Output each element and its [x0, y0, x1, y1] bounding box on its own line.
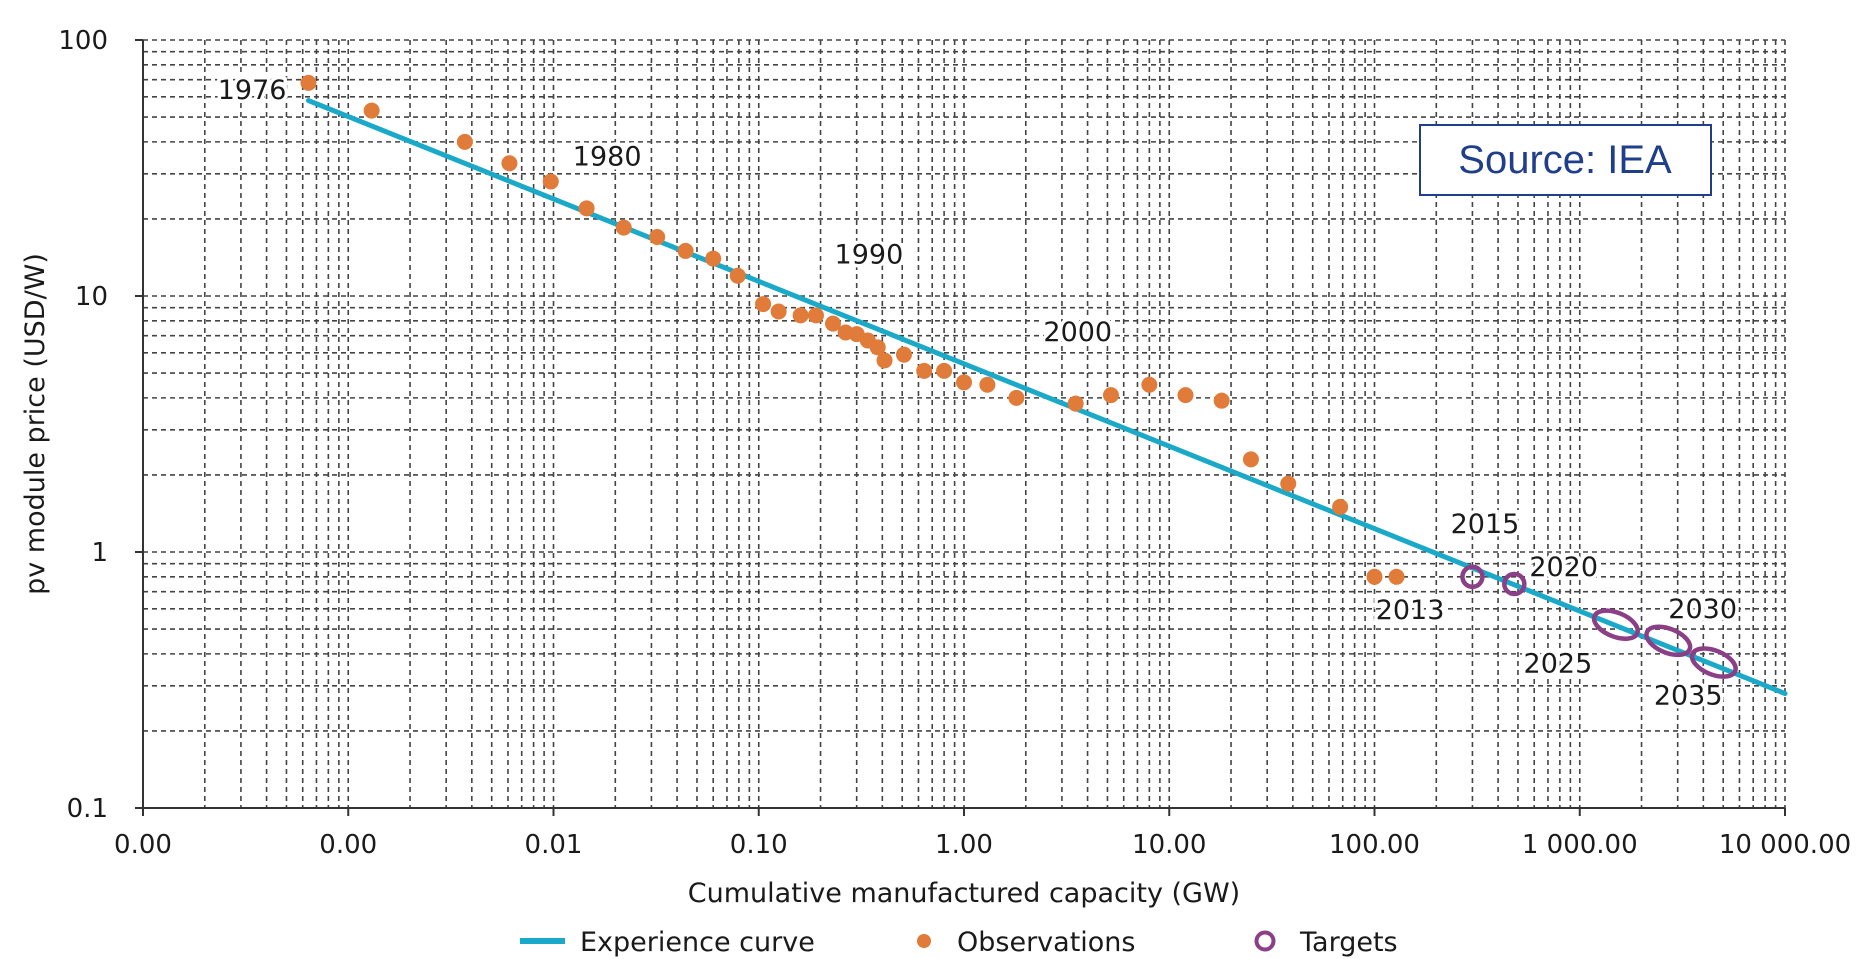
observation-point — [729, 267, 746, 284]
year-label-2013: 2013 — [1376, 595, 1445, 626]
observation-point — [1102, 387, 1119, 404]
observation-point — [1280, 475, 1297, 492]
observation-point — [876, 352, 893, 369]
observation-point — [1242, 451, 1259, 468]
observation-point — [1177, 387, 1194, 404]
observation-point — [770, 303, 787, 320]
year-label-2025: 2025 — [1524, 649, 1593, 680]
year-label-1990: 1990 — [835, 240, 904, 271]
y-axis-title: pv module price (USD/W) — [20, 253, 51, 595]
observation-point — [578, 200, 595, 217]
source-box-frame — [1419, 124, 1712, 196]
x-tick-label: 10 000.00 — [1719, 830, 1851, 860]
y-tick-label: 100 — [58, 26, 108, 56]
x-tick-label: 0.00 — [114, 830, 172, 860]
source-box-text: Source: IEA — [1458, 138, 1672, 182]
year-label-2035: 2035 — [1654, 681, 1723, 712]
observation-point — [1388, 568, 1405, 585]
x-tick-label: 10.00 — [1132, 830, 1206, 860]
observation-point — [807, 307, 824, 324]
observation-point — [1366, 568, 1383, 585]
observation-point — [979, 376, 996, 393]
observation-point — [824, 315, 841, 332]
target-point — [1591, 608, 1640, 642]
observation-point — [677, 242, 694, 259]
observation-point — [649, 229, 666, 246]
x-axis-title: Cumulative manufactured capacity (GW) — [688, 878, 1240, 909]
observation-point — [792, 307, 809, 324]
observation-point — [542, 173, 559, 190]
observation-point — [1213, 392, 1230, 409]
year-label-2020: 2020 — [1529, 552, 1598, 583]
legend-ring-swatch — [1254, 930, 1276, 952]
experience-curve-line — [305, 98, 1788, 697]
year-label-2000: 2000 — [1043, 317, 1112, 348]
target-point — [1644, 624, 1693, 658]
series — [300, 74, 1788, 697]
observation-point — [501, 155, 518, 172]
observation-point — [916, 362, 933, 379]
legend: Experience curve Observations Targets — [520, 927, 1398, 958]
y-tick-label: 10 — [75, 282, 108, 312]
x-tick-label: 0.01 — [525, 830, 583, 860]
y-tick-label: 0.1 — [67, 794, 108, 824]
x-tick-label: 0.00 — [319, 830, 377, 860]
year-annotations: 1976 1980 1990 2000 2013 2015 2020 2025 2030 2035 — [214, 71, 1740, 715]
observation-point — [705, 250, 722, 267]
year-label-1980: 1980 — [573, 142, 642, 173]
y-tick-labels: 0.1 1 10 100 — [58, 26, 143, 824]
legend-label-experience-curve: Experience curve — [580, 927, 815, 958]
observation-point — [956, 374, 972, 391]
observation-point — [755, 296, 772, 313]
year-label-2015: 2015 — [1451, 509, 1520, 540]
observation-point — [456, 133, 473, 150]
observation-point — [936, 362, 953, 379]
observation-point — [1067, 395, 1084, 412]
legend-dot-swatch — [917, 934, 931, 948]
x-tick-labels: 0.00 0.00 0.01 0.10 1.00 10.00 100.00 1 000.00 1… — [114, 808, 1851, 860]
year-label-1976: 1976 — [218, 75, 287, 106]
observation-point — [1141, 376, 1158, 393]
legend-label-observations: Observations — [957, 927, 1135, 958]
x-tick-label: 1.00 — [935, 830, 993, 860]
legend-label-targets: Targets — [1299, 927, 1398, 958]
observation-point — [1332, 498, 1349, 515]
observation-point — [363, 102, 380, 119]
year-label-2030: 2030 — [1668, 594, 1737, 625]
observation-point — [300, 74, 317, 91]
observation-point — [895, 346, 912, 363]
observation-point — [869, 339, 886, 356]
x-tick-label: 1 000.00 — [1522, 830, 1638, 860]
x-tick-label: 100.00 — [1329, 830, 1420, 860]
target-point — [1502, 571, 1527, 597]
target-point — [1689, 646, 1738, 679]
target-point — [1460, 564, 1485, 590]
y-tick-label: 1 — [91, 538, 108, 568]
observation-point — [615, 219, 632, 236]
observation-point — [1008, 389, 1025, 406]
source-box: Source: IEA — [1419, 124, 1712, 196]
x-tick-label: 0.10 — [730, 830, 788, 860]
